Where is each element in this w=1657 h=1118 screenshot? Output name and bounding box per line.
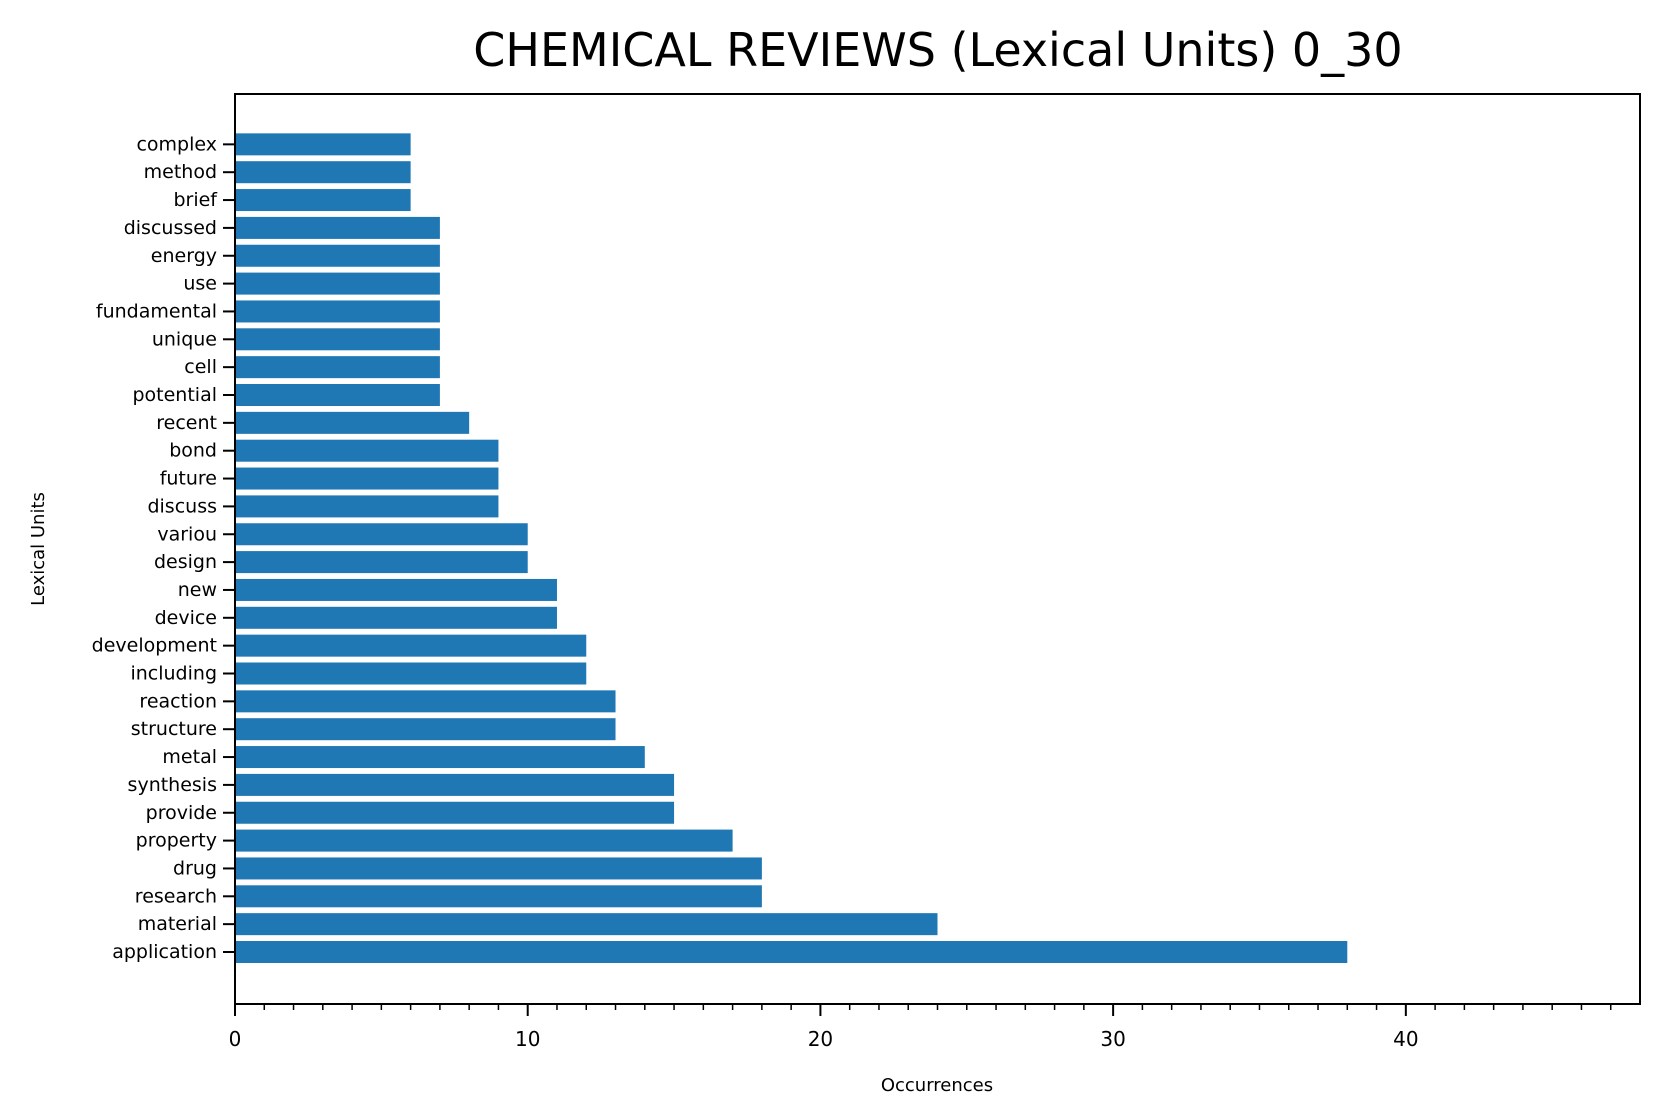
bar-use [235,272,440,295]
y-tick-label: property [136,830,217,852]
bar-method [235,161,411,184]
bar-design [235,551,528,574]
bar-brief [235,189,411,212]
y-tick-label: drug [173,857,217,879]
bar-future [235,467,499,490]
y-tick-label: reaction [139,690,217,712]
y-tick-label: material [138,913,217,935]
bar-development [235,634,587,657]
bar-complex [235,133,411,156]
y-tick-label: design [154,551,217,573]
y-tick-label: synthesis [128,774,217,796]
bar-reaction [235,690,616,713]
bar-including [235,662,587,685]
bar-research [235,885,762,908]
y-tick-label: future [160,468,217,490]
y-tick-label: new [178,579,217,601]
y-axis-ticks: application material research drug property p… [92,133,235,963]
y-tick-label: brief [173,189,218,211]
y-tick-label: discussed [124,217,217,239]
bar-device [235,606,557,629]
bar-metal [235,746,645,769]
x-tick-label: 0 [229,1027,242,1051]
y-tick-label: variou [157,523,217,545]
y-tick-label: energy [151,245,217,267]
y-tick-label: method [144,161,217,183]
bar-fundamental [235,300,440,323]
plot-frame [234,93,1641,1005]
x-tick-label: 20 [808,1027,833,1051]
bar-energy [235,244,440,267]
bar-provide [235,801,675,824]
x-tick-label: 40 [1393,1027,1418,1051]
bar-drug [235,857,762,880]
y-tick-label: recent [156,412,217,434]
bar-cell [235,356,440,379]
bar-property [235,829,733,852]
y-tick-label: provide [146,802,217,824]
y-tick-label: metal [162,746,217,768]
y-tick-label: use [183,273,217,295]
bar-structure [235,718,616,741]
bar-discussed [235,216,440,239]
y-axis-label: Lexical Units [28,492,49,606]
chart-title: CHEMICAL REVIEWS (Lexical Units) 0_30 [473,23,1402,77]
bar-material [235,913,938,936]
bar-synthesis [235,773,675,796]
bars-group [235,133,1348,963]
y-tick-label: cell [184,356,217,378]
y-tick-label: development [92,635,217,657]
bar-discuss [235,495,499,518]
x-axis-ticks: 0 10 20 30 40 [229,1004,1612,1051]
x-tick-label: 10 [515,1027,540,1051]
y-tick-label: unique [152,328,217,350]
x-axis-label: Occurrences [881,1075,993,1096]
x-tick-label: 30 [1100,1027,1125,1051]
bar-variou [235,523,528,546]
bar-recent [235,411,470,434]
bar-unique [235,328,440,351]
y-tick-label: discuss [147,495,217,517]
y-tick-label: bond [169,440,217,462]
y-tick-label: potential [132,384,217,406]
y-tick-label: complex [136,133,217,155]
bar-new [235,578,557,601]
bar-potential [235,384,440,406]
bar-application [235,941,1348,963]
y-tick-label: research [135,885,217,907]
y-tick-label: application [112,941,217,963]
y-tick-label: including [130,663,217,685]
bar-bond [235,439,499,462]
y-tick-label: device [155,607,217,629]
y-tick-label: fundamental [96,300,217,322]
y-tick-label: structure [131,718,217,740]
